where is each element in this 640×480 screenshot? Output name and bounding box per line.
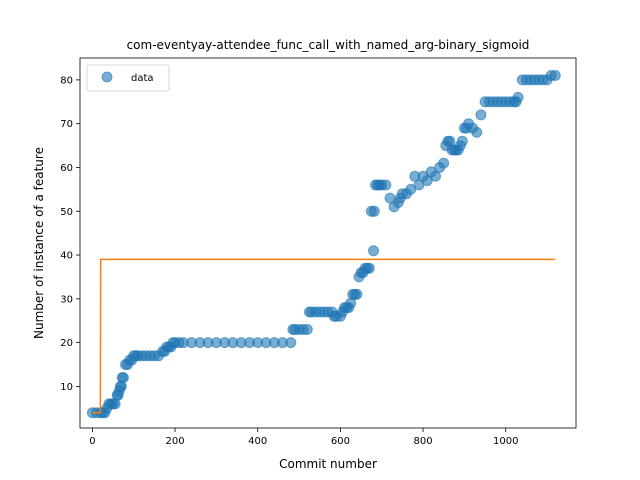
data-point xyxy=(413,179,425,191)
data-point xyxy=(368,245,379,257)
x-tick-label: 0 xyxy=(89,436,95,447)
y-tick-label: 20 xyxy=(60,338,73,349)
x-axis-title: Commit number xyxy=(279,457,377,471)
data-point xyxy=(456,135,468,147)
data-point xyxy=(351,288,363,300)
data-point xyxy=(471,126,483,138)
data-point xyxy=(117,372,129,384)
x-tick-label: 800 xyxy=(414,436,433,447)
chart-title: com-eventyay-attendee_func_call_with_nam… xyxy=(127,38,530,52)
fit-line xyxy=(92,258,556,414)
legend: data xyxy=(86,64,170,92)
plot-frame xyxy=(79,57,577,429)
data-point xyxy=(430,170,441,182)
data-point xyxy=(380,179,392,191)
data-point xyxy=(475,109,487,121)
data-point xyxy=(363,262,375,274)
y-tick-label: 60 xyxy=(60,163,73,174)
data-point xyxy=(301,324,313,335)
legend-marker-data xyxy=(101,71,113,83)
x-tick-label: 200 xyxy=(166,436,185,447)
legend-box xyxy=(86,64,170,92)
y-axis-title: Number of instance of a feature xyxy=(32,147,46,339)
data-point xyxy=(285,337,297,349)
data-point xyxy=(512,91,524,103)
x-tick-label: 1000 xyxy=(493,436,518,447)
legend-label-data: data xyxy=(131,73,154,84)
y-tick-label: 10 xyxy=(60,382,73,393)
y-tick-label: 50 xyxy=(60,207,73,218)
data-point xyxy=(438,157,450,169)
x-tick-label: 400 xyxy=(248,436,267,447)
x-tick-label: 600 xyxy=(331,436,350,447)
data-point xyxy=(549,70,561,81)
data-point xyxy=(368,205,380,217)
y-tick-label: 30 xyxy=(60,294,73,305)
y-tick-label: 80 xyxy=(60,75,73,86)
y-tick-label: 70 xyxy=(60,119,73,130)
y-tick-label: 40 xyxy=(60,251,73,262)
